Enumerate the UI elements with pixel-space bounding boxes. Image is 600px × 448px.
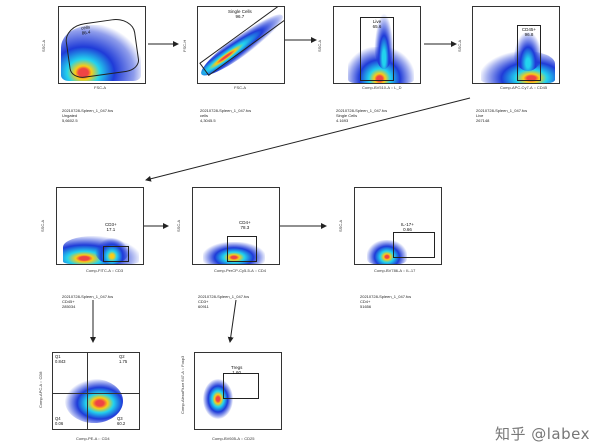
plot-2-info: 20210728-Spleen_1_047.fcs cells 4,3045.5 bbox=[200, 108, 252, 124]
plot-4-y-axis-label: SSC-A bbox=[457, 39, 462, 52]
plot-9-x-axis-label: Comp-BV605-A :: CD25 bbox=[212, 436, 255, 441]
plot-6-info: 20210728-Spleen_1_047.fcs CD3+ 60911 bbox=[198, 294, 250, 310]
plot-6-x-axis-label: Comp-PerCP-Cy5-5-A :: CD4 bbox=[214, 268, 267, 273]
plot-2-x-axis-label: FSC-A bbox=[234, 85, 246, 90]
plot-7-y-axis-label: SSC-A bbox=[338, 219, 343, 232]
gate-single-cells-label: Single Cells 96.7 bbox=[228, 9, 252, 19]
quadrant-q4-label: Q4 0.06 bbox=[55, 416, 64, 426]
gate-il17-label: IL-17+ 0.66 bbox=[401, 222, 414, 232]
plot-8-y-axis-label: Comp-APC-A :: CD8 bbox=[38, 371, 43, 408]
plot-9-area: Tregs 1.60 bbox=[194, 352, 282, 430]
plot-3-info: 20210728-Spleen_1_047.fcs Single Cells 4.1… bbox=[336, 108, 388, 124]
plot-4-info: 20210728-Spleen_1_047.fcs Live 267148 bbox=[476, 108, 528, 124]
quadrant-q2-label: Q2 1.75 bbox=[119, 354, 128, 364]
quadrant-vertical-line[interactable] bbox=[87, 353, 88, 429]
plot-5-y-axis-label: SSC-A bbox=[40, 219, 45, 232]
quadrant-horizontal-line[interactable] bbox=[53, 393, 139, 394]
plot-9-y-axis-label: Comp-AlexaFluor 647-A :: Foxp3 bbox=[180, 355, 185, 414]
plot-1-area: cells 86.4 bbox=[58, 6, 146, 84]
plot-8-area: Q1 0.843 Q2 1.75 Q3 60.2 Q4 0.06 bbox=[52, 352, 140, 430]
plot-5-x-axis-label: Comp-FITC-A :: CD3 bbox=[86, 268, 124, 273]
plot-1-x-axis-label: FSC-A bbox=[94, 85, 106, 90]
plot-3-x-axis-label: Comp-BV510-A :: L_D bbox=[362, 85, 402, 90]
plot-6-y-axis-label: SSC-A bbox=[176, 219, 181, 232]
gate-cells[interactable]: cells 86.4 bbox=[63, 16, 141, 80]
plot-3-area: Live 65.6 bbox=[333, 6, 421, 84]
gate-live[interactable]: Live 65.6 bbox=[360, 17, 394, 81]
arrow-4-to-5 bbox=[145, 97, 471, 182]
gate-cd3[interactable] bbox=[103, 246, 129, 262]
plot-5-area: CD3+ 17.1 bbox=[56, 187, 144, 265]
gate-cd4-label: CD4+ 78.3 bbox=[239, 220, 251, 230]
plot-8-x-axis-label: Comp-PE-A :: CD4 bbox=[76, 436, 110, 441]
plot-7-info: 20210728-Spleen_1_047.fcs CD4+ 51656 bbox=[360, 294, 412, 310]
plot-3-y-axis-label: SSC-A bbox=[317, 39, 322, 52]
plot-5-info: 20210728-Spleen_1_047.fcs CD45+ 285034 bbox=[62, 294, 114, 310]
plot-1-info: 20210728-Spleen_1_047.fcs Ungated 5,6602.5 bbox=[62, 108, 114, 124]
gate-cd3-label: CD3+ 17.1 bbox=[105, 222, 117, 232]
watermark-text: 知乎 @labex bbox=[495, 425, 590, 443]
quadrant-q1-label: Q1 0.843 bbox=[55, 354, 66, 364]
plot-7-area: IL-17+ 0.66 bbox=[354, 187, 442, 265]
plot-2-area: Single Cells 96.7 bbox=[197, 6, 285, 84]
gate-tregs[interactable] bbox=[223, 373, 259, 399]
plot-4-x-axis-label: Comp-APC-Cy7-A :: CD45 bbox=[500, 85, 548, 90]
plot-6-area: CD4+ 78.3 bbox=[192, 187, 280, 265]
plot-2-y-axis-label: FSC-H bbox=[182, 39, 187, 52]
plot-4-area: CD45+ 96.8 bbox=[472, 6, 560, 84]
arrow-6-to-9 bbox=[227, 299, 237, 343]
gate-tregs-label: Tregs 1.60 bbox=[231, 365, 243, 375]
quadrant-q3-label: Q3 60.2 bbox=[117, 416, 126, 426]
plot-7-x-axis-label: Comp-BV786-A :: IL-17 bbox=[374, 268, 416, 273]
gate-cd45[interactable]: CD45+ 96.8 bbox=[517, 25, 541, 81]
plot-1-y-axis-label: SSC-A bbox=[41, 39, 46, 52]
gate-cd4[interactable] bbox=[227, 236, 257, 262]
gate-il17[interactable] bbox=[393, 232, 435, 258]
